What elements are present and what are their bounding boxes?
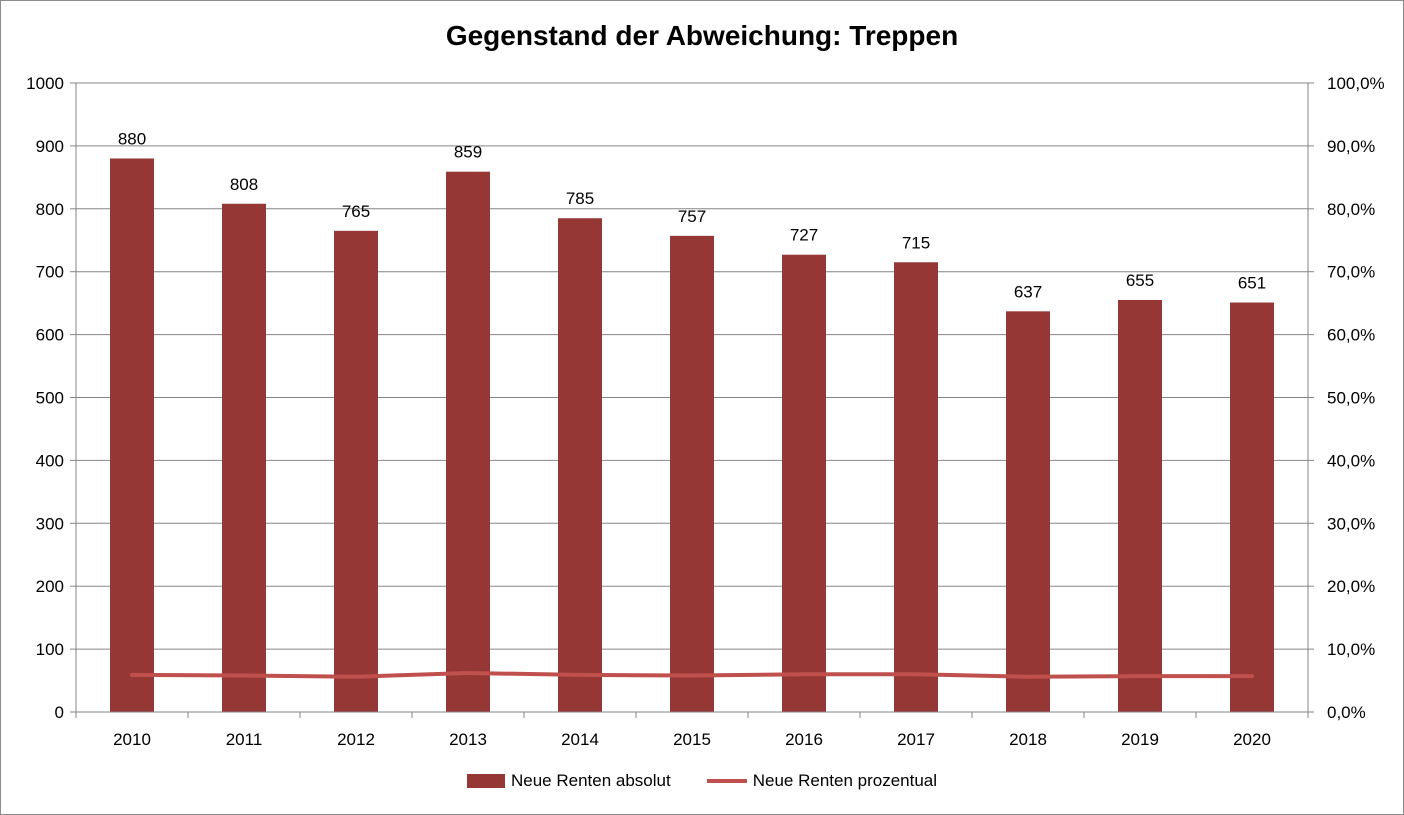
x-tick-label: 2020	[1233, 730, 1271, 749]
data-labels: 880 808 765 859 785 757 727 715 637 655 651	[118, 129, 1266, 301]
legend-line-swatch	[706, 779, 747, 783]
y-right-tick-label: 100,0%	[1327, 74, 1385, 93]
bar	[670, 235, 714, 713]
y-right-tick-label: 20,0%	[1327, 577, 1375, 596]
bar	[1118, 300, 1162, 712]
y-left-tick-label: 500	[36, 389, 64, 408]
legend-line-label: Neue Renten prozentual	[752, 771, 938, 790]
percent-point	[130, 672, 134, 677]
y-right-tick-label: 70,0%	[1327, 263, 1375, 282]
percent-point	[690, 673, 694, 678]
bar	[334, 230, 378, 712]
x-tick-label: 2015	[673, 730, 711, 749]
x-tick-label: 2012	[337, 730, 375, 749]
chart-title: Gegenstand der Abweichung: Treppen	[445, 20, 959, 51]
y-left-tick-label: 400	[36, 451, 64, 470]
y-left-tick-label: 300	[36, 514, 64, 533]
bar-data-label: 651	[1238, 274, 1266, 293]
x-tick-label: 2013	[449, 730, 487, 749]
bar	[558, 218, 602, 713]
percent-point	[914, 672, 918, 677]
line-series	[130, 671, 1254, 679]
bar	[110, 158, 154, 713]
percent-point	[578, 672, 582, 677]
bar-data-label: 765	[342, 202, 370, 221]
bar-data-label: 808	[230, 175, 258, 194]
axes: 0 100 200 300 400 500 600 700 800 900 1000 0,0% 10,0…	[26, 74, 1385, 749]
percent-point	[242, 673, 246, 678]
y-right-tick-label: 90,0%	[1327, 137, 1375, 156]
y-left-tick-label: 1000	[26, 74, 64, 93]
x-tick-label: 2011	[226, 730, 263, 749]
percent-point	[802, 672, 806, 677]
x-tick-label: 2019	[1121, 730, 1159, 749]
percent-point	[1138, 674, 1142, 679]
percent-point	[354, 674, 358, 679]
bar	[1006, 311, 1050, 712]
y-right-tick-label: 10,0%	[1327, 640, 1375, 659]
y-left-tick-label: 700	[36, 263, 64, 282]
percent-point	[1026, 674, 1030, 679]
bar	[446, 171, 490, 713]
bar	[894, 262, 938, 712]
x-tick-label: 2017	[897, 730, 935, 749]
y-right-tick-label: 30,0%	[1327, 514, 1375, 533]
bar-data-label: 727	[790, 226, 818, 245]
y-right-tick-label: 80,0%	[1327, 200, 1375, 219]
x-tick-label: 2014	[561, 730, 599, 749]
y-right-tick-label: 60,0%	[1327, 326, 1375, 345]
bar-series	[110, 158, 1274, 713]
x-tick-label: 2018	[1009, 730, 1047, 749]
bar-data-label: 859	[454, 143, 482, 162]
y-left-tick-label: 100	[36, 640, 64, 659]
legend-item-bar: Neue Renten absolut	[466, 771, 671, 791]
bar-data-label: 785	[566, 189, 594, 208]
y-right-tick-label: 50,0%	[1327, 389, 1375, 408]
y-left-tick-label: 800	[36, 200, 64, 219]
bar	[222, 203, 266, 712]
bar-data-label: 757	[678, 207, 706, 226]
bar	[1230, 302, 1274, 712]
x-tick-label: 2010	[113, 730, 151, 749]
bar	[782, 254, 826, 713]
bar-data-label: 637	[1014, 282, 1042, 301]
bar-data-label: 715	[902, 233, 930, 252]
bar-data-label: 655	[1126, 271, 1154, 290]
percent-point	[466, 671, 470, 676]
y-right-tick-label: 0,0%	[1327, 703, 1366, 722]
legend-bar-swatch	[466, 774, 505, 788]
bar-data-label: 880	[118, 129, 146, 148]
y-left-tick-label: 0	[55, 703, 64, 722]
x-tick-label: 2016	[785, 730, 823, 749]
y-left-tick-label: 200	[36, 577, 64, 596]
legend-item-line: Neue Renten prozentual	[706, 771, 938, 791]
y-right-tick-label: 40,0%	[1327, 451, 1375, 470]
y-left-tick-label: 900	[36, 137, 64, 156]
legend: Neue Renten absolut Neue Renten prozentu…	[0, 771, 1404, 791]
y-left-tick-label: 600	[36, 326, 64, 345]
legend-bar-label: Neue Renten absolut	[510, 771, 671, 790]
percent-point	[1250, 674, 1254, 679]
